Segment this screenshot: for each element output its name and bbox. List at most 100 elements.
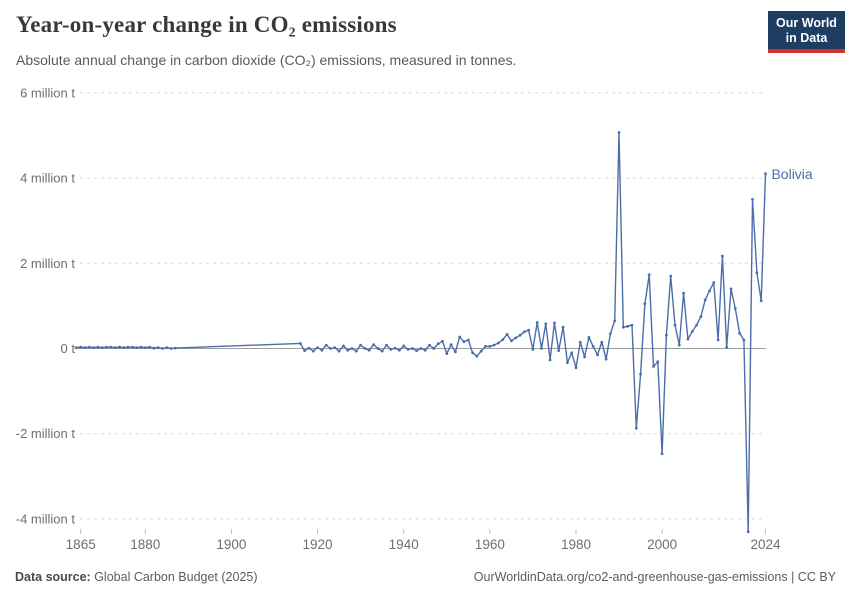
data-point[interactable] xyxy=(174,346,177,350)
data-point[interactable] xyxy=(583,355,586,359)
data-point[interactable] xyxy=(126,345,130,349)
data-point[interactable] xyxy=(488,345,492,348)
data-point[interactable] xyxy=(75,346,78,349)
data-point[interactable] xyxy=(647,273,651,277)
data-point[interactable] xyxy=(113,346,117,349)
data-point[interactable] xyxy=(553,321,556,325)
data-point[interactable] xyxy=(578,340,582,344)
data-point[interactable] xyxy=(514,336,518,340)
data-point[interactable] xyxy=(152,346,156,350)
data-point[interactable] xyxy=(143,346,147,349)
data-point[interactable] xyxy=(333,346,337,349)
data-point[interactable] xyxy=(505,333,509,336)
data-point[interactable] xyxy=(298,342,302,345)
data-point[interactable] xyxy=(746,530,750,534)
data-point[interactable] xyxy=(587,336,591,339)
data-point[interactable] xyxy=(639,372,642,376)
data-point[interactable] xyxy=(518,333,522,337)
data-point[interactable] xyxy=(462,340,466,344)
data-point[interactable] xyxy=(561,325,565,329)
data-point[interactable] xyxy=(148,345,152,349)
data-point[interactable] xyxy=(510,339,513,343)
data-point[interactable] xyxy=(630,323,634,327)
data-point[interactable] xyxy=(596,353,599,357)
data-point[interactable] xyxy=(139,345,143,349)
data-point[interactable] xyxy=(389,348,393,351)
data-point[interactable] xyxy=(428,343,431,347)
data-point[interactable] xyxy=(725,345,729,349)
data-point[interactable] xyxy=(402,344,406,348)
data-point[interactable] xyxy=(105,345,108,349)
data-point[interactable] xyxy=(643,302,647,306)
data-point[interactable] xyxy=(660,452,664,456)
data-point[interactable] xyxy=(354,349,358,353)
data-point[interactable] xyxy=(432,347,436,350)
data-point[interactable] xyxy=(324,343,328,347)
data-point[interactable] xyxy=(484,345,487,348)
data-point[interactable] xyxy=(359,343,362,347)
data-point[interactable] xyxy=(376,347,380,350)
data-point[interactable] xyxy=(329,347,332,350)
data-point[interactable] xyxy=(96,345,100,349)
data-point[interactable] xyxy=(690,330,694,333)
data-point[interactable] xyxy=(492,343,496,347)
data-point[interactable] xyxy=(699,315,703,318)
data-point[interactable] xyxy=(109,345,113,349)
data-point[interactable] xyxy=(673,323,677,327)
data-point[interactable] xyxy=(527,328,530,332)
data-point[interactable] xyxy=(100,346,104,349)
data-point[interactable] xyxy=(479,349,483,353)
data-point[interactable] xyxy=(475,354,479,358)
data-point[interactable] xyxy=(441,339,444,343)
data-point[interactable] xyxy=(695,323,698,327)
data-point[interactable] xyxy=(92,346,95,349)
data-point[interactable] xyxy=(410,347,414,350)
data-point[interactable] xyxy=(548,358,552,362)
data-point[interactable] xyxy=(169,347,173,350)
data-point[interactable] xyxy=(311,349,315,353)
source-link[interactable]: OurWorldinData.org/co2-and-greenhouse-ga… xyxy=(473,570,836,584)
data-point[interactable] xyxy=(712,281,716,284)
data-point[interactable] xyxy=(686,337,690,341)
data-point[interactable] xyxy=(604,357,608,361)
bolivia-line[interactable] xyxy=(75,131,767,533)
data-point[interactable] xyxy=(320,348,324,352)
data-point[interactable] xyxy=(419,347,423,350)
data-point[interactable] xyxy=(83,346,87,349)
data-point[interactable] xyxy=(131,345,134,349)
data-point[interactable] xyxy=(307,346,311,350)
data-point[interactable] xyxy=(380,349,384,353)
data-point[interactable] xyxy=(677,343,681,347)
data-point[interactable] xyxy=(703,298,707,302)
data-point[interactable] xyxy=(436,342,440,346)
data-point[interactable] xyxy=(656,360,660,364)
data-point[interactable] xyxy=(406,348,410,351)
data-point[interactable] xyxy=(716,338,720,342)
data-point[interactable] xyxy=(557,349,561,352)
data-point[interactable] xyxy=(385,343,388,347)
data-point[interactable] xyxy=(609,332,612,335)
data-point[interactable] xyxy=(346,348,350,352)
data-point[interactable] xyxy=(87,345,91,349)
data-point[interactable] xyxy=(742,338,746,342)
data-point[interactable] xyxy=(501,338,505,341)
data-point[interactable] xyxy=(613,319,617,323)
data-point[interactable] xyxy=(574,366,578,370)
data-point[interactable] xyxy=(393,346,397,350)
data-point[interactable] xyxy=(708,289,711,293)
data-point[interactable] xyxy=(398,348,401,352)
data-point[interactable] xyxy=(591,345,595,348)
data-point[interactable] xyxy=(350,347,354,350)
data-point[interactable] xyxy=(316,346,319,349)
data-point[interactable] xyxy=(165,346,169,349)
data-point[interactable] xyxy=(621,325,625,329)
data-point[interactable] xyxy=(682,291,685,295)
data-point[interactable] xyxy=(733,307,737,310)
data-point[interactable] xyxy=(497,341,500,345)
data-point[interactable] xyxy=(423,348,427,352)
data-point[interactable] xyxy=(626,324,630,328)
data-point[interactable] xyxy=(570,351,574,355)
data-point[interactable] xyxy=(79,345,83,349)
data-point[interactable] xyxy=(449,343,453,347)
data-point[interactable] xyxy=(764,172,767,176)
